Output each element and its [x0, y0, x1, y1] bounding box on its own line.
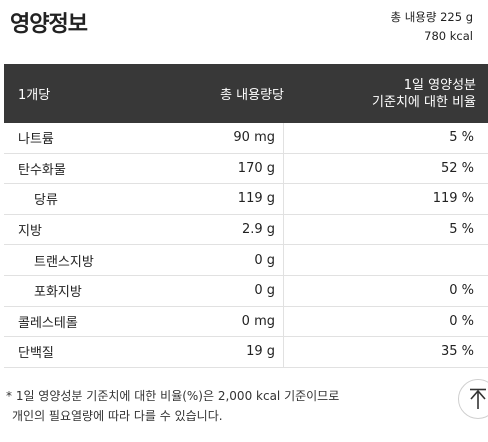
- nutrient-percent: 35 %: [440, 344, 474, 360]
- table-row: 포화지방 0 g 0 %: [4, 275, 488, 307]
- total-kcal: 780 kcal: [424, 29, 473, 43]
- nutrient-percent: 52 %: [440, 160, 474, 176]
- nutrient-percent: 0 %: [449, 313, 474, 329]
- table-row: 지방 2.9 g 5 %: [4, 214, 488, 246]
- table-row: 단백질 19 g 35 %: [4, 337, 488, 368]
- nutrient-amount: 0 g: [154, 245, 284, 275]
- nutrition-summary: 총 내용량 225 g 780 kcal: [390, 8, 473, 46]
- nutrient-name: 나트륨: [18, 132, 54, 148]
- table-row: 당류 119 g 119 %: [4, 184, 488, 215]
- table-row: 트랜스지방 0 g: [4, 245, 488, 276]
- table-header: 1개당 총 내용량당 1일 영양성분 기준치에 대한 비율: [4, 64, 488, 123]
- nutrient-amount: 170 g: [154, 153, 284, 184]
- nutrient-name: 포화지방: [34, 285, 82, 301]
- nutrient-name: 트랜스지방: [34, 254, 94, 270]
- header-per-unit: 1개당: [18, 88, 51, 103]
- table-row: 나트륨 90 mg 5 %: [4, 123, 488, 154]
- header-daily-value-line1: 1일 영양성분: [403, 77, 476, 93]
- nutrient-amount: 19 g: [154, 337, 284, 367]
- nutrient-name: 단백질: [18, 346, 54, 362]
- scroll-top-button[interactable]: [458, 379, 488, 419]
- nutrient-amount: 0 mg: [154, 306, 284, 337]
- nutrient-percent: 0 %: [449, 283, 474, 299]
- nutrient-name: 당류: [34, 193, 58, 209]
- header-daily-value-line2: 기준치에 대한 비율: [372, 94, 476, 110]
- nutrient-name: 콜레스테롤: [18, 315, 78, 331]
- nutrient-name: 탄수화물: [18, 162, 66, 178]
- nutrient-amount: 0 g: [154, 275, 284, 306]
- table-row: 탄수화물 170 g 52 %: [4, 153, 488, 185]
- nutrient-percent: 5 %: [449, 130, 474, 146]
- footnote-line2: 개인의 필요열량에 따라 다를 수 있습니다.: [12, 409, 223, 423]
- nutrition-table: 1개당 총 내용량당 1일 영양성분 기준치에 대한 비율 나트륨 90 mg …: [4, 64, 488, 368]
- table-row: 콜레스테롤 0 mg 0 %: [4, 306, 488, 338]
- nutrient-percent: 119 %: [432, 191, 474, 207]
- nutrient-amount: 119 g: [154, 184, 284, 214]
- footnote: * 1일 영양성분 기준치에 대한 비율(%)은 2,000 kcal 기준이므…: [6, 386, 339, 426]
- footnote-line1: * 1일 영양성분 기준치에 대한 비율(%)은 2,000 kcal 기준이므…: [6, 389, 340, 403]
- page-title: 영양정보: [10, 12, 88, 37]
- arrow-up-icon: [470, 388, 486, 409]
- nutrient-amount: 2.9 g: [154, 214, 284, 245]
- header-daily-value: 1일 영양성분 기준치에 대한 비율: [284, 77, 488, 111]
- header-total-amount: 총 내용량당: [220, 88, 284, 103]
- nutrient-amount: 90 mg: [154, 123, 284, 153]
- nutrient-percent: 5 %: [449, 222, 474, 238]
- nutrient-name: 지방: [18, 224, 42, 240]
- total-amount: 총 내용량 225 g: [390, 10, 473, 24]
